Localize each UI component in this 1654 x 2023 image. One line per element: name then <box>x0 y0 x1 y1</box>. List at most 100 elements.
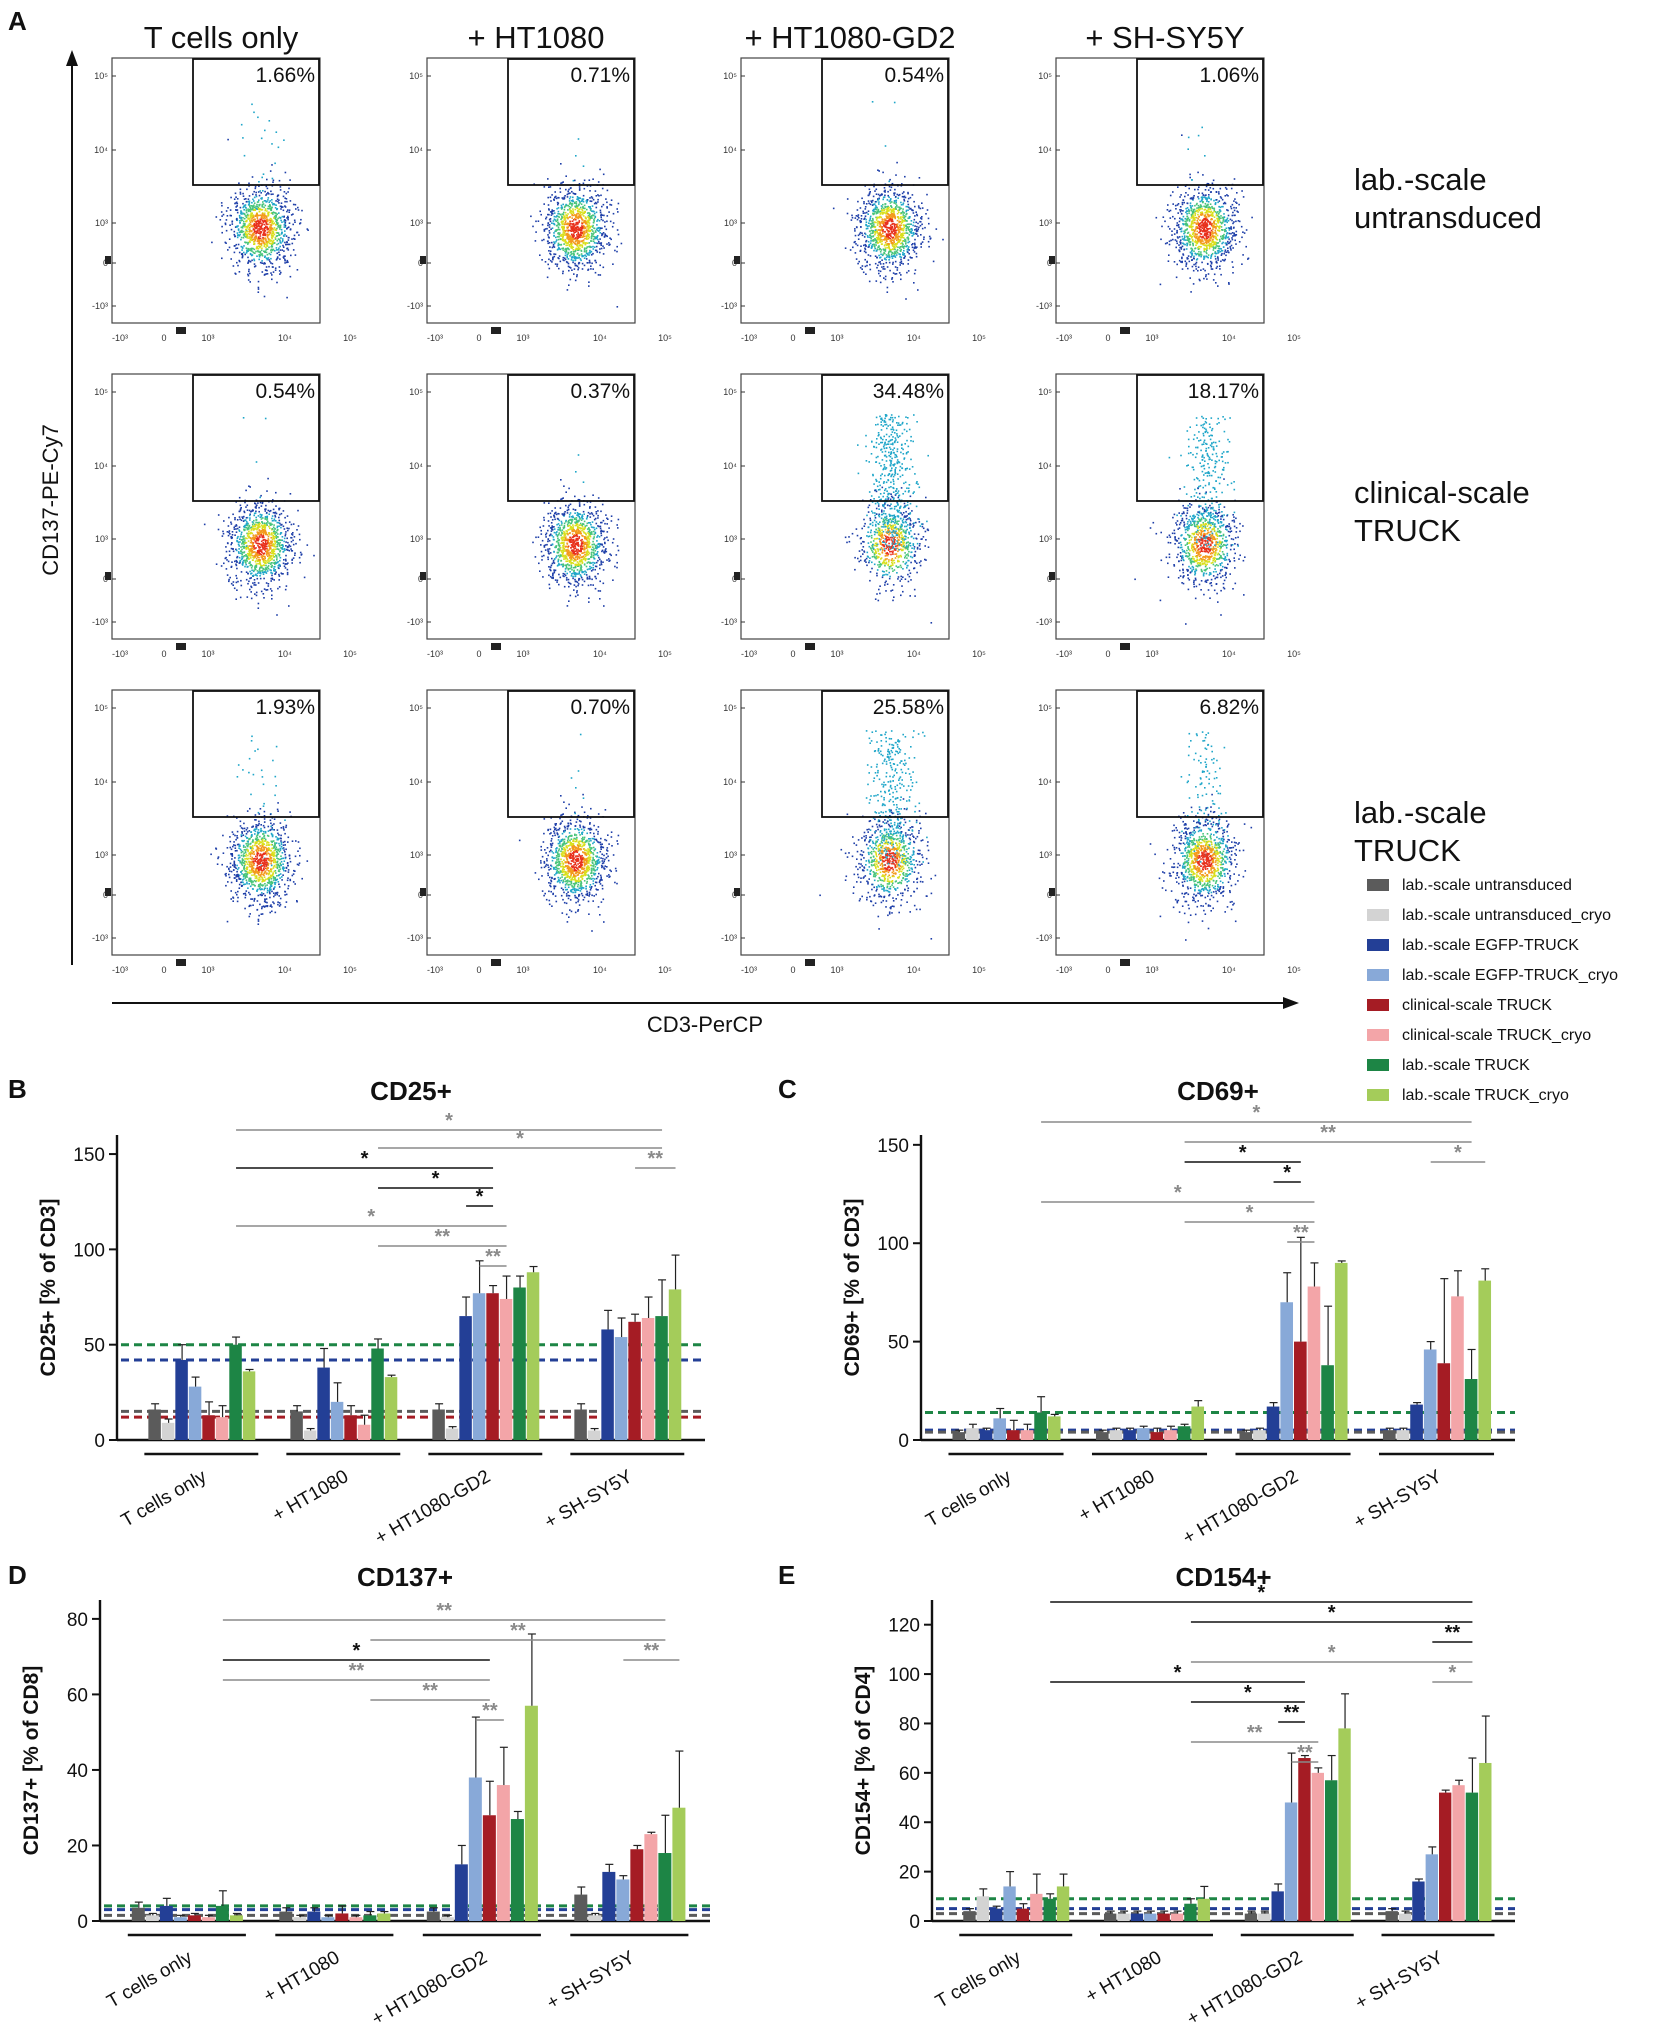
cell-dot <box>253 204 255 206</box>
cell-dot <box>606 201 608 204</box>
cell-dot <box>859 266 862 269</box>
cell-dot <box>259 220 261 222</box>
cell-dot <box>902 263 904 265</box>
cell-dot <box>600 242 603 244</box>
cell-dot <box>277 146 280 149</box>
cell-dot <box>283 191 286 193</box>
cell-dot <box>1212 187 1215 190</box>
cell-dot <box>1200 253 1202 255</box>
cell-dot <box>255 214 257 217</box>
cell-dot <box>863 218 865 220</box>
cell-dot <box>264 208 267 210</box>
cell-dot <box>871 243 874 246</box>
cell-dot <box>886 205 888 208</box>
cell-dot <box>1201 126 1203 129</box>
cell-dot <box>898 230 900 233</box>
cell-dot <box>253 248 256 251</box>
cell-dot <box>1199 235 1201 238</box>
cell-dot <box>583 179 586 182</box>
cell-dot <box>867 236 869 238</box>
cell-dot <box>1228 241 1231 244</box>
cell-dot <box>272 220 274 223</box>
cell-dot <box>1205 244 1207 247</box>
cell-dot <box>558 213 561 215</box>
cell-dot <box>278 216 281 219</box>
cell-dot <box>271 227 274 230</box>
cell-dot <box>879 257 881 259</box>
cell-dot <box>1193 217 1195 219</box>
cell-dot <box>249 216 252 218</box>
cell-dot <box>580 250 583 252</box>
y-tick-label: 10⁵ <box>94 71 108 81</box>
cell-dot <box>220 211 223 213</box>
cell-dot <box>241 229 243 232</box>
cell-dot <box>571 246 573 248</box>
cell-dot <box>580 227 583 230</box>
cell-dot <box>899 261 901 264</box>
cell-dot <box>864 215 867 217</box>
cell-dot <box>577 212 580 215</box>
cell-dot <box>1205 274 1207 276</box>
cell-dot <box>877 193 880 196</box>
cell-dot <box>246 516 249 519</box>
cell-dot <box>266 269 268 272</box>
cell-dot <box>1177 203 1180 205</box>
cell-dot <box>244 223 246 225</box>
cell-dot <box>592 235 595 238</box>
cell-dot <box>903 237 905 239</box>
cell-dot <box>273 222 276 224</box>
cell-dot <box>876 241 879 243</box>
cell-dot <box>267 477 269 480</box>
cell-dot <box>891 212 893 215</box>
cell-dot <box>879 251 882 253</box>
cell-dot <box>894 234 896 237</box>
cell-dot <box>259 237 262 240</box>
cell-dot <box>566 193 569 196</box>
cell-dot <box>229 576 231 579</box>
cell-dot <box>245 555 247 557</box>
cell-dot <box>255 547 257 549</box>
cell-dot <box>574 214 577 217</box>
cell-dot <box>874 208 876 210</box>
cell-dot <box>561 222 563 224</box>
cell-dot <box>1166 209 1169 211</box>
cell-dot <box>257 191 260 193</box>
y-tick-label: -10³ <box>721 301 737 311</box>
cell-dot <box>891 236 893 239</box>
cell-dot <box>899 247 901 249</box>
cell-dot <box>872 221 874 223</box>
cell-dot <box>899 246 902 248</box>
cell-dot <box>573 268 576 270</box>
cell-dot <box>1177 237 1179 239</box>
cell-dot <box>265 564 267 567</box>
cell-dot <box>1241 263 1243 265</box>
plot-frame <box>740 57 950 324</box>
cell-dot <box>1207 228 1210 230</box>
cell-dot <box>589 219 591 221</box>
cell-dot <box>1215 244 1218 246</box>
cell-dot <box>555 224 558 227</box>
cell-dot <box>250 540 253 543</box>
cell-dot <box>275 491 277 494</box>
axis-break <box>105 256 111 264</box>
cell-dot <box>880 233 883 236</box>
cell-dot <box>256 201 259 203</box>
cell-dot <box>1189 225 1191 227</box>
cell-dot <box>1186 215 1189 218</box>
y-tick-label: 10³ <box>1039 218 1052 228</box>
cell-dot <box>888 243 890 245</box>
cell-dot <box>1185 207 1187 210</box>
cell-dot <box>560 204 563 207</box>
cell-dot <box>575 243 577 246</box>
cell-dot <box>244 231 247 233</box>
cell-dot <box>584 235 586 237</box>
cell-dot <box>249 227 251 229</box>
cell-dot <box>571 253 573 255</box>
cell-dot <box>1186 242 1188 245</box>
cell-dot <box>574 229 577 232</box>
cell-dot <box>882 198 884 201</box>
cell-dot <box>864 265 867 268</box>
cell-dot <box>227 207 229 209</box>
cell-dot <box>907 259 910 261</box>
cell-dot <box>869 223 872 225</box>
